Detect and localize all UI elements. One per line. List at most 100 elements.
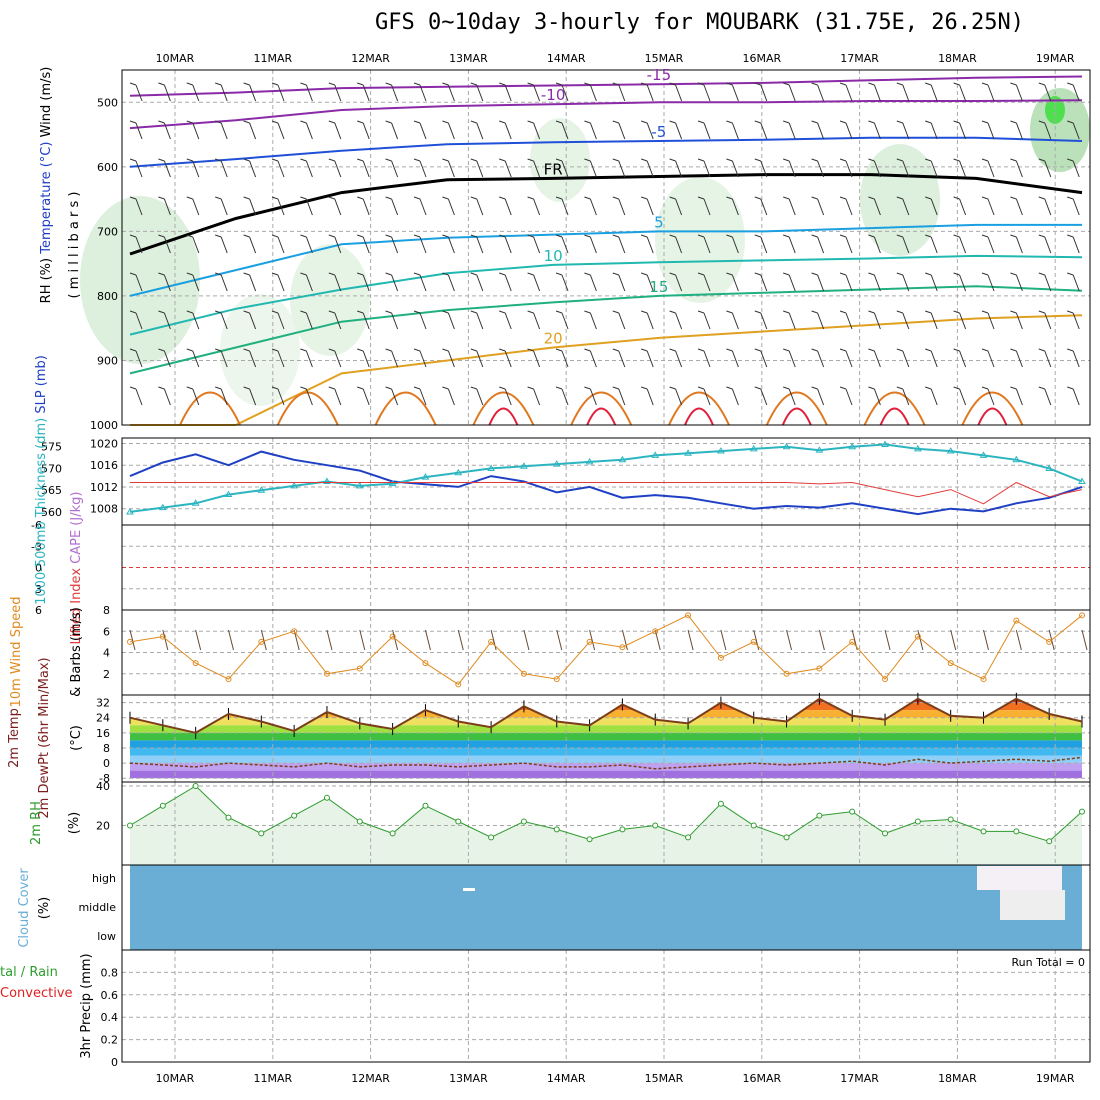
rh2m-point [750, 822, 757, 829]
wind-barb [158, 120, 165, 124]
rh2m-point [159, 802, 166, 809]
wind-barb [129, 310, 137, 314]
wind10m-barb [884, 629, 891, 651]
wind-barb [305, 122, 313, 140]
wind-barb [811, 158, 818, 162]
cloud-layer-label: high [92, 872, 116, 885]
wind-barb [158, 310, 165, 314]
wind-barb [754, 158, 761, 162]
wind-barb [135, 122, 143, 140]
wind-barb [192, 84, 200, 102]
isotherm-label: 15 [649, 278, 668, 296]
wind-barb [981, 158, 989, 162]
wind-barb [618, 388, 626, 406]
y-axis-label-part: Temperature (°C) [39, 137, 54, 254]
wind10m-point [980, 676, 987, 683]
wind-barb [612, 386, 619, 390]
wind-barb [783, 234, 790, 238]
y-axis-label: & Barbs (m/s) [69, 607, 84, 697]
thickness-line [129, 443, 1083, 513]
wind-barb [163, 122, 171, 140]
wind-barb [476, 198, 484, 216]
wind-barb [584, 234, 591, 238]
wind-barb [555, 348, 563, 352]
x-tick-bottom: 13MAR [449, 1072, 488, 1085]
wind-barb [1015, 350, 1023, 368]
wind-barb [896, 386, 903, 390]
wind-barb [584, 386, 591, 390]
wind-barb [249, 274, 257, 292]
wind-barb [447, 84, 455, 102]
wind10m-point [914, 633, 921, 640]
wind-barb [391, 388, 399, 406]
wind-barb [589, 388, 597, 406]
wind10m-barb [523, 629, 530, 651]
wind-barb [873, 274, 881, 292]
wind-barb [533, 122, 541, 140]
thickness-marker [618, 455, 627, 463]
wind-barb [300, 158, 307, 162]
wind-barb [760, 160, 768, 178]
wind-barb [754, 234, 761, 238]
isotherm-line [129, 254, 1083, 336]
wind10m-barb [818, 629, 825, 651]
wind-barb [731, 312, 739, 330]
wind-barb [527, 120, 534, 124]
wind-barb [135, 236, 143, 254]
wind-barb [930, 122, 938, 140]
isotherm-label: -15 [647, 66, 672, 84]
wind-barb [442, 386, 449, 390]
wind-barb [391, 84, 399, 102]
wind-barb [362, 84, 370, 102]
wind-barb [987, 274, 995, 292]
hot-contour [684, 407, 714, 426]
wind-barb [442, 158, 449, 162]
wind-barb [930, 198, 938, 216]
wind-barb [612, 120, 619, 124]
wind10m-barb [654, 629, 661, 651]
temp-band [130, 725, 1082, 733]
wind-barb [697, 196, 705, 200]
wind-barb [413, 386, 421, 390]
wind10m-barb [556, 629, 563, 651]
y-axis-label-part: Lifted Index [69, 564, 84, 645]
wind-barb [442, 310, 449, 314]
wind-barb [192, 236, 200, 254]
wind-barb [930, 350, 938, 368]
y-axis-label: (%) [37, 897, 52, 920]
wind-barb [243, 82, 250, 86]
wind-barb [868, 234, 875, 238]
wind-barb [817, 160, 825, 178]
y-tick-temp: 16 [96, 727, 110, 740]
wind-barb [1044, 274, 1052, 292]
wind-barb [499, 386, 506, 390]
wind-barb [1072, 350, 1080, 368]
wind-barb [476, 388, 484, 406]
wind-barb [277, 198, 285, 216]
wind-barb [760, 198, 768, 216]
wind-barb [646, 84, 654, 102]
wind-barb [731, 236, 739, 254]
x-tick-top: 16MAR [742, 52, 781, 65]
thickness-marker [1012, 455, 1021, 463]
wind-barb [249, 198, 257, 216]
wind-barb [215, 82, 222, 86]
wind-barb [220, 84, 228, 102]
x-tick-bottom: 14MAR [547, 1072, 586, 1085]
y-axis-label-text: 1000-500mb Thickness (dm) SLP (mb) [34, 355, 49, 605]
wind-barb [811, 272, 818, 276]
wind-barb [703, 350, 711, 368]
wind-barb [277, 236, 285, 254]
y-tick-temp: 24 [96, 712, 110, 725]
wind-barb [186, 310, 193, 314]
wind-barb [589, 312, 597, 330]
wind-barb [277, 160, 285, 178]
wind-barb [527, 348, 534, 352]
lifted-index-line [130, 481, 1083, 505]
rh2m-point [356, 818, 363, 825]
wind-barb [442, 82, 449, 86]
wind-barb [589, 274, 597, 292]
wind-barb [669, 234, 676, 238]
wind-barb [959, 198, 967, 216]
wind-barb [277, 122, 285, 140]
